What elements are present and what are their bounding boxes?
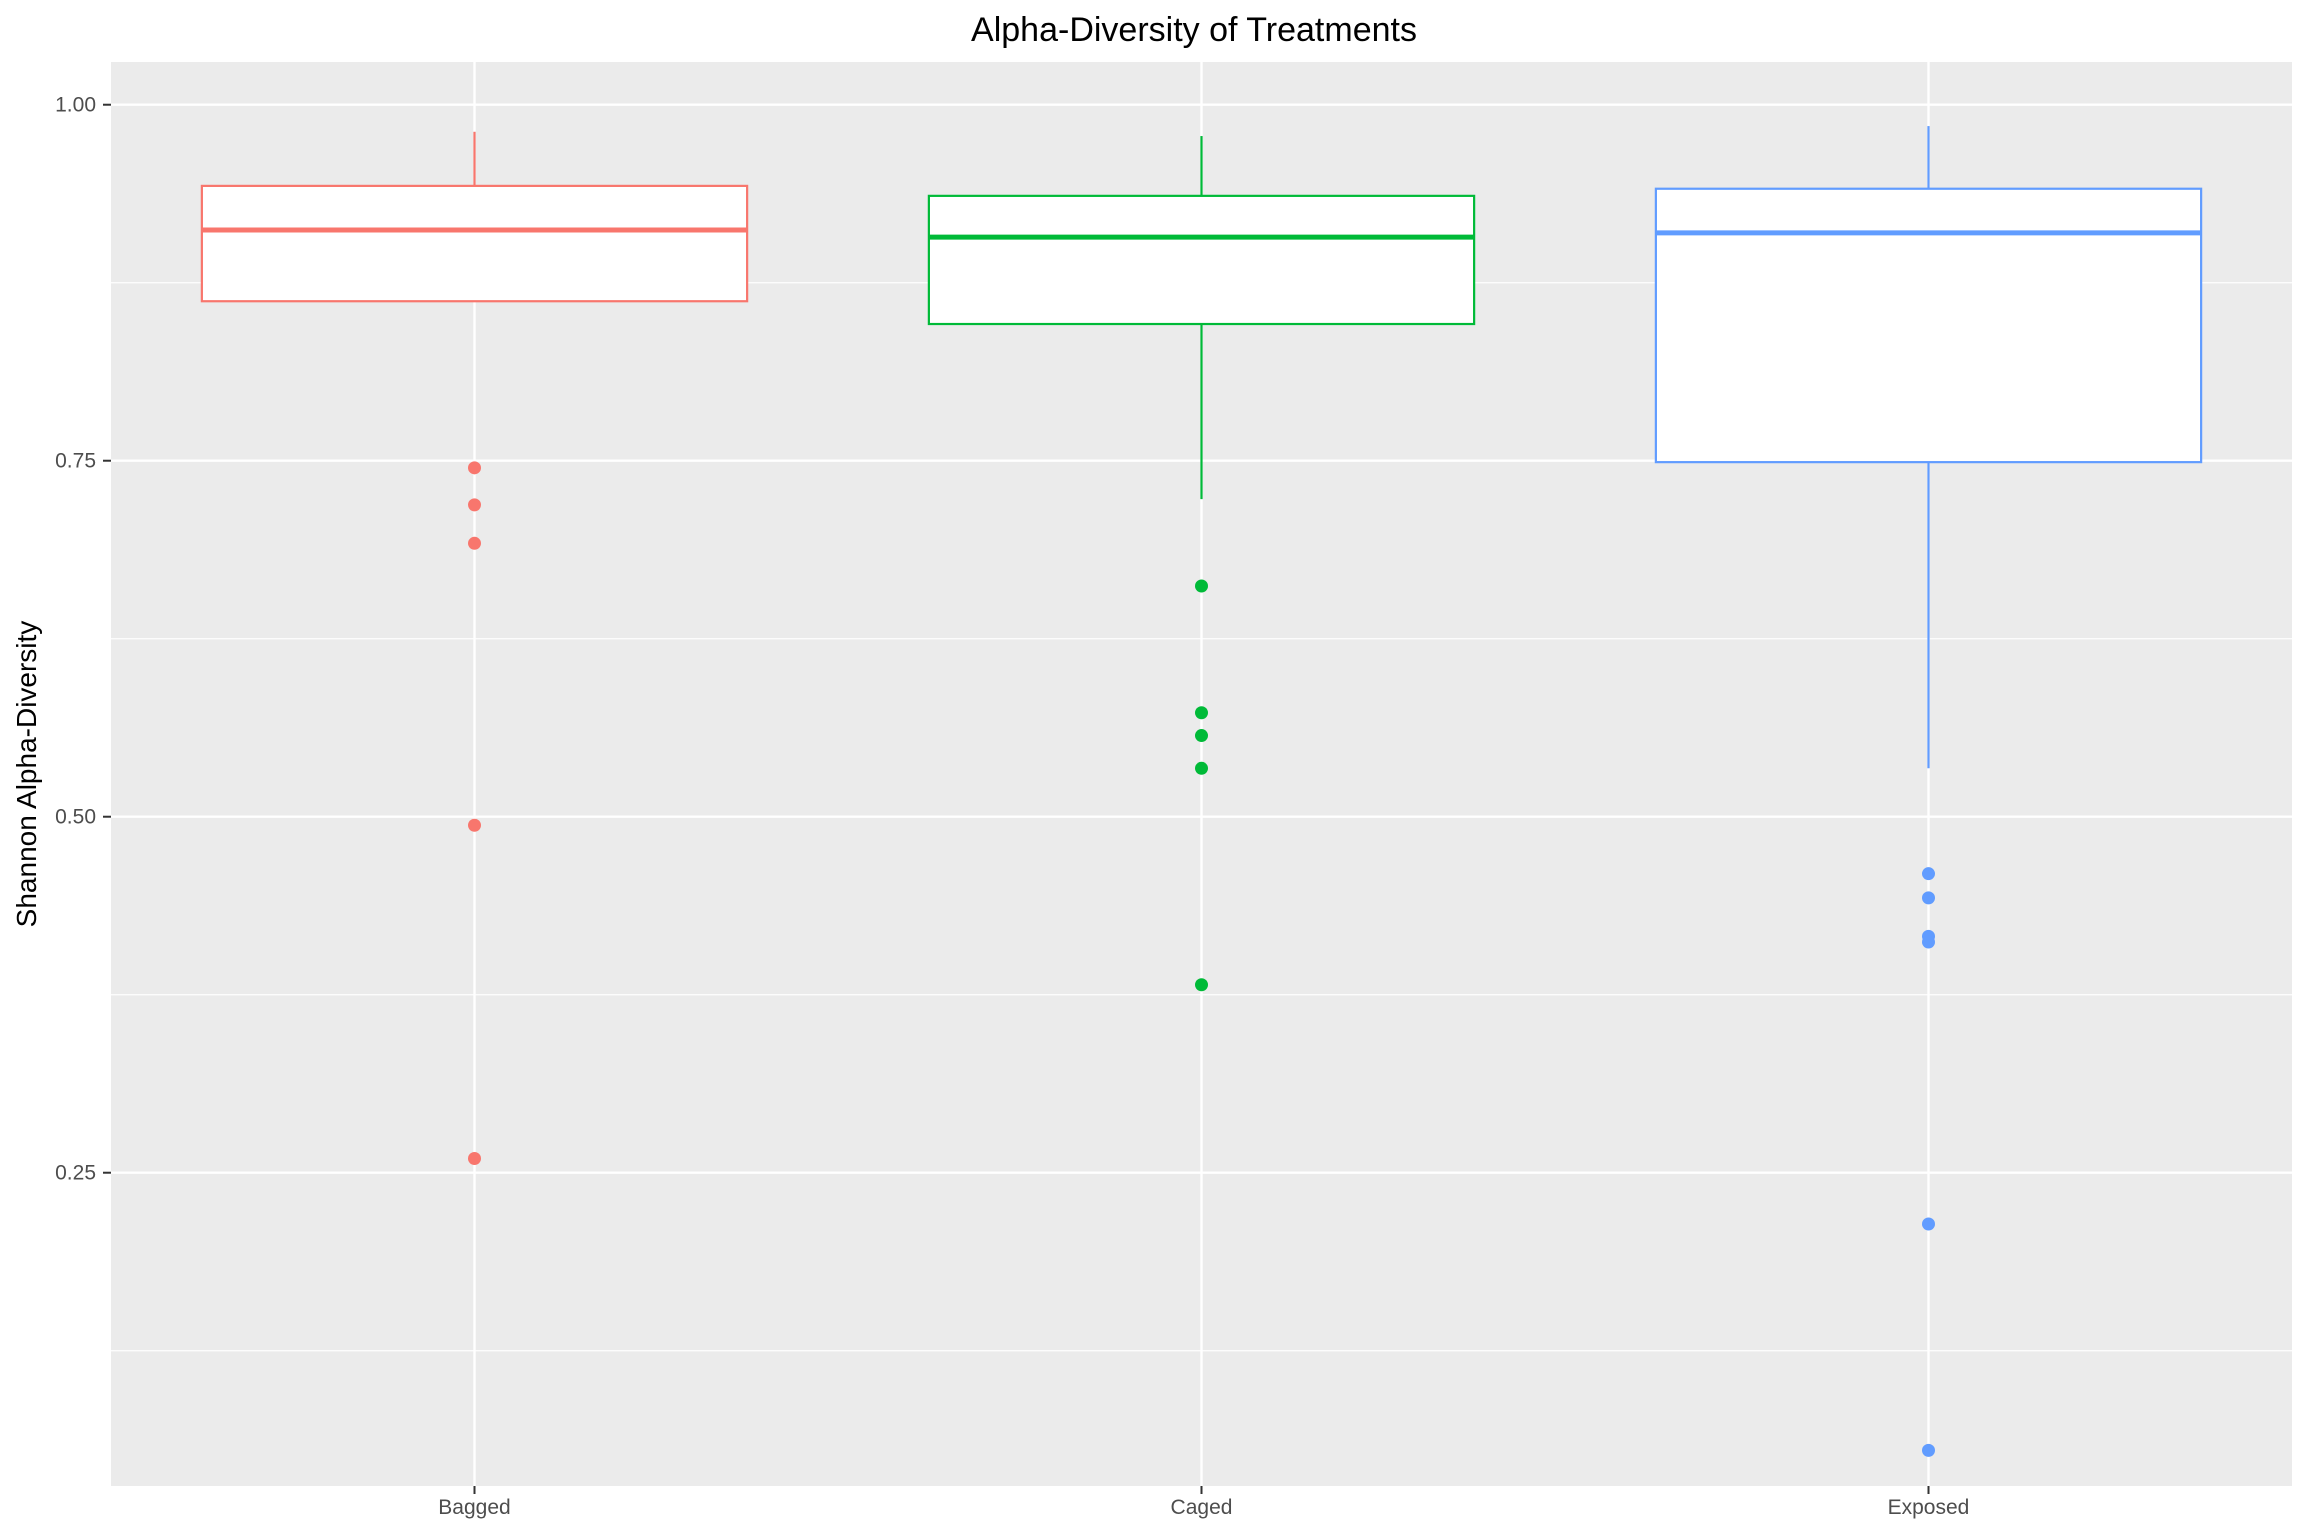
outlier-point	[468, 1151, 481, 1165]
y-tick-label: 0.50	[55, 806, 96, 829]
x-tick-label: Bagged	[438, 1496, 510, 1519]
interquartile-box	[1654, 187, 2203, 464]
outlier-point	[1922, 891, 1935, 905]
axes: 0.25 0.50 0.75 1.00 Bagged Caged Exposed	[55, 94, 1969, 1519]
outlier-point	[1195, 761, 1208, 775]
y-tick-label: 0.75	[55, 450, 96, 473]
box-plots	[200, 126, 2203, 1457]
outlier-point	[1195, 729, 1208, 743]
interquartile-box	[927, 194, 1476, 326]
outlier-point	[468, 536, 481, 550]
outlier-point	[468, 498, 481, 512]
y-tick-label: 0.25	[55, 1162, 96, 1185]
outlier-point	[1922, 867, 1935, 881]
chart-title: Alpha-Diversity of Treatments	[971, 11, 1417, 49]
x-tick-label: Caged	[1171, 1496, 1233, 1519]
outlier-point	[468, 818, 481, 832]
box-caged	[927, 136, 1476, 992]
x-tick-label: Exposed	[1888, 1496, 1970, 1519]
outlier-point	[1922, 935, 1935, 949]
outlier-point	[1195, 579, 1208, 593]
y-axis-title: Shannon Alpha-Diversity	[11, 621, 42, 928]
outlier-point	[1195, 978, 1208, 992]
interquartile-box	[200, 184, 749, 303]
outlier-point	[1195, 706, 1208, 720]
outlier-point	[468, 461, 481, 475]
outlier-point	[1922, 1217, 1935, 1231]
box-bagged	[200, 131, 749, 1165]
y-tick-label: 1.00	[55, 94, 96, 117]
outlier-point	[1922, 1443, 1935, 1457]
box-exposed	[1654, 126, 2203, 1457]
